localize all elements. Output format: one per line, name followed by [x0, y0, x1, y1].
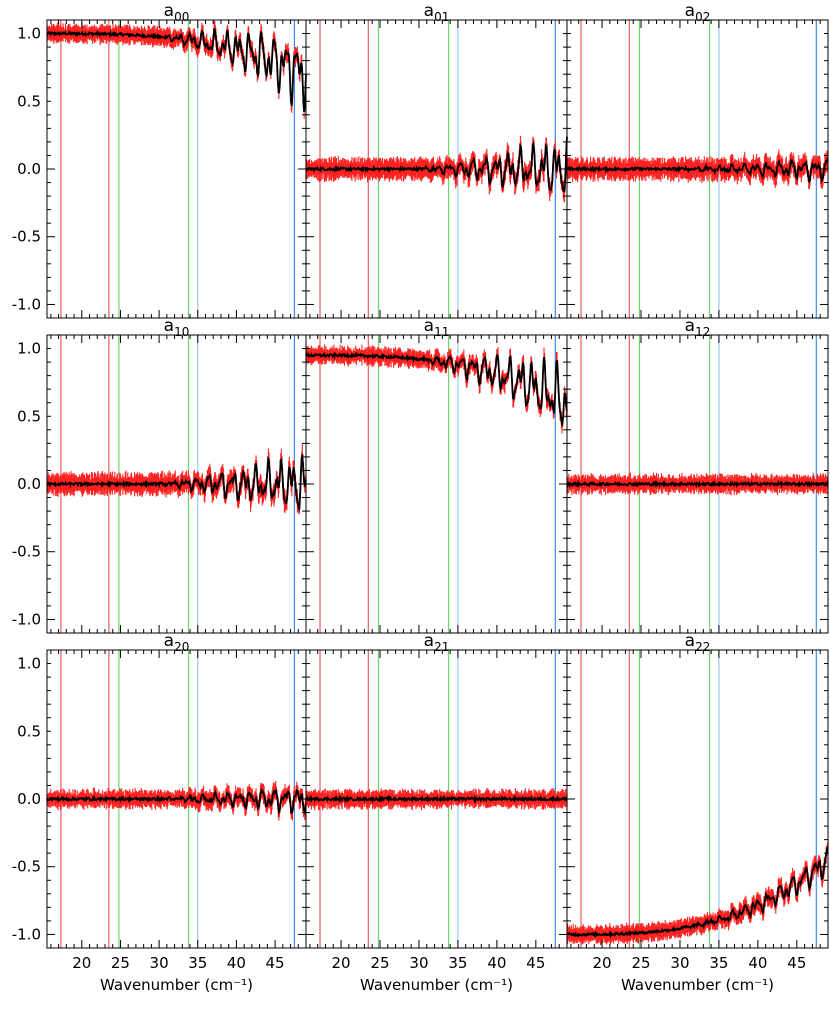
- y-tick-label: 0.0: [17, 160, 41, 178]
- panel-title: a22: [685, 631, 711, 654]
- panel-title: a00: [164, 1, 190, 24]
- panel-a00: a00 1.0 0.5 0.0 -0.5 -1.0: [12, 1, 307, 319]
- x-tick-label: 45: [787, 954, 806, 972]
- x-tick-label: 40: [748, 954, 767, 972]
- mean-line: [305, 136, 568, 193]
- x-tick-label: 35: [188, 954, 207, 972]
- x-tick-label: 40: [227, 954, 246, 972]
- y-tick-label: -1.0: [12, 295, 41, 313]
- panel-a21: a21 20 25 30 35 40 45 Wavenumber (cm⁻¹): [305, 631, 568, 994]
- mean-line: [566, 157, 829, 184]
- x-axis-label: Wavenumber (cm⁻¹): [100, 976, 253, 994]
- panel-a20: a20 1.0 0.5 0.0 -0.5 -1.0 20 25 30 35 40 45 Wavenumb…: [12, 631, 307, 994]
- x-tick-label: 35: [709, 954, 728, 972]
- mean-line: [305, 351, 568, 426]
- y-tick-label: 0.5: [17, 407, 41, 425]
- x-tick-label: 40: [487, 954, 506, 972]
- uncertainty-band: [305, 126, 568, 203]
- x-tick-label: 25: [111, 954, 130, 972]
- panel-title: a21: [424, 631, 450, 654]
- x-tick-label: 30: [150, 954, 169, 972]
- y-tick-label: 1.0: [17, 655, 41, 673]
- panel-frame: [305, 334, 568, 634]
- y-tick-label: -1.0: [12, 610, 41, 628]
- x-tick-label: 25: [370, 954, 389, 972]
- y-tick-label: -0.5: [12, 543, 41, 561]
- x-tick-label: 25: [631, 954, 650, 972]
- x-tick-label: 20: [593, 954, 612, 972]
- panel-title: a10: [164, 316, 190, 339]
- panel-a11: a11: [305, 316, 568, 634]
- x-tick-label: 35: [448, 954, 467, 972]
- y-tick-label: 1.0: [17, 340, 41, 358]
- y-tick-label: 1.0: [17, 25, 41, 43]
- mean-line: [46, 454, 307, 513]
- panel-a01: a01: [305, 1, 568, 319]
- x-tick-label: 20: [332, 954, 351, 972]
- x-tick-label: 30: [409, 954, 428, 972]
- y-tick-label: 0.5: [17, 722, 41, 740]
- x-tick-label: 45: [526, 954, 545, 972]
- y-tick-label: 0.0: [17, 790, 41, 808]
- mean-line: [566, 479, 829, 489]
- y-tick-label: -0.5: [12, 858, 41, 876]
- x-axis-label: Wavenumber (cm⁻¹): [360, 976, 513, 994]
- y-tick-label: -0.5: [12, 228, 41, 246]
- panel-title: a11: [424, 316, 450, 339]
- panel-a12: a12: [566, 316, 829, 634]
- panel-a02: a02: [566, 1, 829, 319]
- panel-a10: a10 1.0 0.5 0.0 -0.5 -1.0: [12, 316, 307, 634]
- y-tick-label: -1.0: [12, 925, 41, 943]
- panel-a22: a22 20 25 30 35 40 45 Wavenumber (cm⁻¹): [566, 631, 829, 994]
- x-axis-label: Wavenumber (cm⁻¹): [621, 976, 774, 994]
- mean-line: [46, 787, 307, 816]
- y-tick-label: 0.0: [17, 475, 41, 493]
- x-tick-label: 20: [72, 954, 91, 972]
- x-tick-label: 45: [266, 954, 285, 972]
- x-tick-label: 30: [670, 954, 689, 972]
- mean-line: [305, 794, 568, 804]
- mean-line: [46, 27, 307, 113]
- panel-title: a12: [685, 316, 711, 339]
- panel-title: a01: [424, 1, 450, 24]
- panel-title: a20: [164, 631, 190, 654]
- mean-line: [566, 846, 829, 939]
- y-tick-label: 0.5: [17, 92, 41, 110]
- panel-title: a02: [685, 1, 711, 24]
